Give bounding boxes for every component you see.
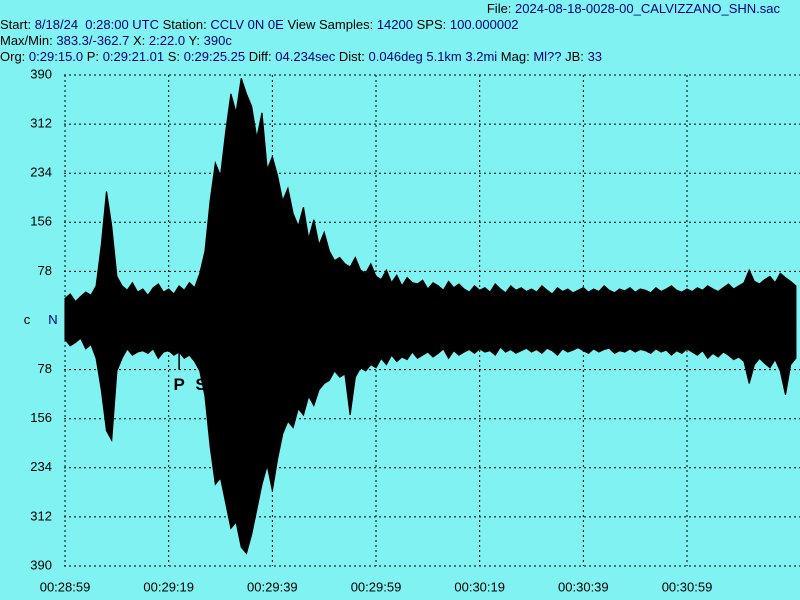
y-tick-label: 78 bbox=[38, 361, 52, 376]
header-value: 04.234sec bbox=[275, 49, 336, 64]
header-label: S: bbox=[167, 49, 181, 64]
header-value: 2:22.0 bbox=[148, 33, 186, 48]
header-value: 2024-08-18-0028-00_CALVIZZANO_SHN.sac bbox=[515, 1, 780, 16]
trace bbox=[64, 319, 797, 555]
header-value: 0:29:15.0 bbox=[28, 49, 84, 64]
y-tick-label: 312 bbox=[30, 116, 52, 131]
pick-label: P bbox=[173, 375, 184, 394]
header-line: File: 2024-08-18-0028-00_CALVIZZANO_SHN.… bbox=[487, 1, 780, 16]
header: File: 2024-08-18-0028-00_CALVIZZANO_SHN.… bbox=[0, 0, 800, 64]
header-line: Start: 8/18/24 0:28:00 UTC Station: CCLV… bbox=[0, 17, 519, 32]
trace bbox=[64, 77, 797, 322]
x-tick-label: 00:29:39 bbox=[247, 579, 298, 594]
header-line: Org: 0:29:15.0 P: 0:29:21.01 S: 0:29:25.… bbox=[0, 49, 602, 64]
header-value: 14200 bbox=[376, 17, 413, 32]
y-tick-label: 156 bbox=[30, 214, 52, 229]
header-value: Ml?? bbox=[533, 49, 562, 64]
y-tick-label: 78 bbox=[38, 263, 52, 278]
y-tick-label: 234 bbox=[30, 459, 52, 474]
header-label: Mag: bbox=[500, 49, 530, 64]
header-label: Dist: bbox=[338, 49, 365, 64]
header-line: Max/Min: 383.3/-362.7 X: 2:22.0 Y: 390c bbox=[0, 33, 232, 48]
header-label: Diff: bbox=[248, 49, 272, 64]
header-label: Y: bbox=[188, 33, 201, 48]
x-tick-label: 00:30:59 bbox=[662, 579, 713, 594]
header-label: SPS: bbox=[416, 17, 447, 32]
header-label: JB: bbox=[565, 49, 584, 64]
pick-arrow bbox=[195, 344, 207, 370]
x-tick-label: 00:28:59 bbox=[40, 579, 91, 594]
header-label: Max/Min: bbox=[0, 33, 53, 48]
header-value: 383.3/-362.7 bbox=[56, 33, 130, 48]
component-label: N bbox=[48, 312, 57, 327]
y-tick-label: 390 bbox=[30, 557, 52, 572]
header-label: Org: bbox=[0, 49, 26, 64]
header-value: 33 bbox=[587, 49, 603, 64]
header-label: X: bbox=[133, 33, 146, 48]
y-tick-label: 234 bbox=[30, 165, 52, 180]
header-label: Station: bbox=[162, 17, 207, 32]
header-value: 390c bbox=[203, 33, 232, 48]
x-tick-label: 00:29:19 bbox=[143, 579, 194, 594]
header-value: 0:29:21.01 bbox=[102, 49, 165, 64]
header-label: File: bbox=[486, 1, 512, 16]
y-tick-label: 156 bbox=[30, 410, 52, 425]
pick-arrow bbox=[173, 344, 185, 370]
y-tick-label: 312 bbox=[30, 508, 52, 523]
header-label: View Samples: bbox=[287, 17, 374, 32]
header-value: 8/18/24 0:28:00 UTC bbox=[34, 17, 160, 32]
header-value: 0.046deg 5.1km 3.2mi bbox=[368, 49, 498, 64]
channel-label: c bbox=[24, 312, 31, 327]
x-tick-label: 00:30:19 bbox=[454, 579, 505, 594]
y-tick-label: 390 bbox=[30, 66, 52, 81]
header-value: 0:29:25.25 bbox=[183, 49, 246, 64]
pick-label: S bbox=[195, 375, 206, 394]
header-value: 100.000002 bbox=[449, 17, 519, 32]
header-label: P: bbox=[86, 49, 100, 64]
x-tick-label: 00:29:59 bbox=[351, 579, 402, 594]
header-value: CCLV 0N 0E bbox=[210, 17, 284, 32]
x-tick-label: 00:30:39 bbox=[558, 579, 609, 594]
header-label: Start: bbox=[0, 17, 32, 32]
